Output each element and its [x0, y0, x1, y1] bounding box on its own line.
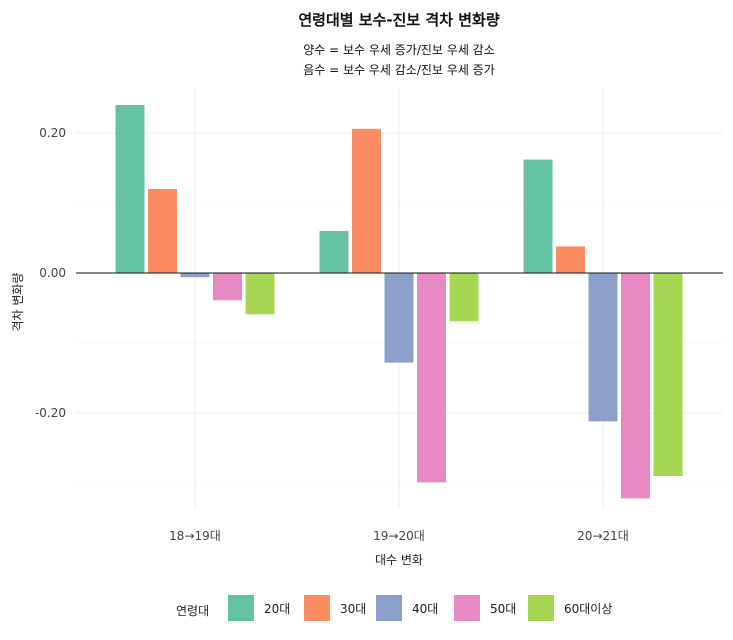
- bar-40대-20→21대: [588, 273, 618, 422]
- legend-swatch-30대: [304, 595, 330, 621]
- y-tick-label: 0.00: [39, 266, 66, 280]
- x-tick-label: 20→21대: [577, 529, 629, 543]
- bar-30대-20→21대: [556, 246, 585, 273]
- bar-60대이상-19→20대: [449, 273, 479, 322]
- bar-60대이상-18→19대: [245, 273, 275, 315]
- bar-20대-19→20대: [319, 231, 349, 273]
- x-tick-label: 19→20대: [373, 529, 425, 543]
- bar-50대-19→20대: [417, 273, 446, 483]
- bar-20대-20→21대: [523, 159, 553, 273]
- y-tick-label: -0.20: [35, 406, 66, 420]
- legend-swatch-60대이상: [528, 595, 554, 621]
- bar-30대-19→20대: [352, 128, 381, 273]
- legend-label-50대: 50대: [490, 602, 516, 616]
- y-tick-label: 0.20: [39, 126, 66, 140]
- y-axis-title: 격차 변화량: [11, 272, 25, 331]
- x-tick-label: 18→19대: [169, 529, 221, 543]
- bar-50대-18→19대: [213, 273, 242, 301]
- legend-title: 연령대: [176, 604, 209, 618]
- bar-40대-18→19대: [180, 273, 210, 278]
- chart-subtitle-line-2: 음수 = 보수 우세 감소/진보 우세 증가: [303, 63, 495, 77]
- legend: 연령대 20대 30대 40대 50대 60대이상: [176, 595, 612, 621]
- x-tick-labels: 18→19대 19→20대 20→21대: [169, 529, 629, 543]
- x-axis-title: 대수 변화: [375, 553, 423, 567]
- legend-label-30대: 30대: [340, 602, 366, 616]
- legend-swatch-20대: [228, 595, 254, 621]
- chart-subtitle-line-1: 양수 = 보수 우세 증가/진보 우세 감소: [303, 43, 495, 57]
- legend-label-60대이상: 60대이상: [564, 602, 612, 616]
- y-tick-labels: -0.20 0.00 0.20: [35, 126, 66, 420]
- bar-30대-18→19대: [148, 189, 177, 273]
- bar-50대-20→21대: [621, 273, 650, 499]
- legend-swatch-50대: [454, 595, 480, 621]
- bar-40대-19→20대: [384, 273, 414, 363]
- chart-title: 연령대별 보수-진보 격차 변화량: [298, 11, 499, 29]
- legend-swatch-40대: [376, 595, 402, 621]
- bar-20대-18→19대: [115, 105, 145, 273]
- bar-60대이상-20→21대: [653, 273, 683, 476]
- bars: [115, 105, 683, 499]
- legend-label-20대: 20대: [264, 602, 290, 616]
- legend-label-40대: 40대: [412, 602, 438, 616]
